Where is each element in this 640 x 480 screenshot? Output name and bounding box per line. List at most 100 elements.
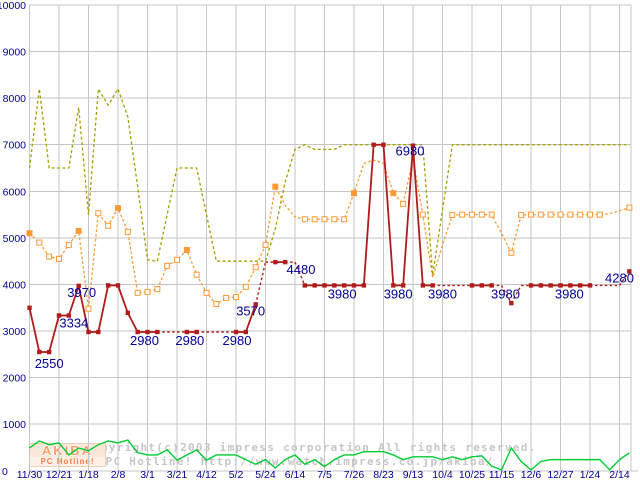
lowest-price-marker [56, 313, 62, 318]
lowest-price-marker [135, 329, 140, 335]
price-annotation: 6980 [396, 144, 425, 159]
price-annotation: 2550 [35, 356, 64, 371]
x-tick-label: 1/18 [78, 469, 99, 480]
average-price-marker [586, 211, 593, 218]
lowest-price-marker [86, 329, 91, 335]
average-price-marker [301, 216, 308, 223]
x-tick-label: 2/8 [111, 469, 126, 480]
price-annotation: 3980 [384, 286, 413, 301]
lowest-price-marker [233, 329, 239, 335]
y-axis-labels: 0 1000 2000 3000 4000 5000 6000 7000 8000 9000 100… [0, 0, 26, 478]
lowest-price-marker [155, 329, 160, 335]
average-price-marker [567, 211, 574, 218]
lowest-price-marker [76, 283, 81, 289]
price-annotation: 2980 [223, 333, 252, 348]
lowest-price-marker [66, 313, 72, 318]
average-price-marker [449, 212, 456, 219]
x-tick-label: 9/13 [403, 469, 424, 480]
average-price-marker [193, 271, 200, 278]
average-price-marker [154, 286, 161, 293]
average-price-marker [341, 216, 348, 223]
price-annotation: 3980 [328, 286, 357, 301]
average-price-marker [46, 253, 53, 260]
average-price-marker [537, 211, 544, 218]
y-tick-label: 1000 [3, 419, 27, 431]
average-price-marker [557, 211, 564, 218]
x-tick-label: 3/1 [140, 469, 155, 480]
average-price-marker [232, 294, 239, 301]
y-tick-label: 10000 [0, 0, 26, 12]
lowest-price-marker [125, 310, 131, 316]
average-price-marker [400, 200, 407, 207]
price-annotation: 2980 [130, 333, 159, 348]
average-price-marker [75, 227, 82, 234]
y-tick-label: 4000 [3, 279, 27, 291]
x-tick-label: 7/26 [344, 469, 365, 480]
average-price-marker [55, 255, 62, 262]
average-price-marker [547, 211, 554, 218]
x-tick-label: 2/14 [609, 469, 630, 480]
lowest-price-marker [558, 283, 563, 288]
x-tick-label: 1/24 [580, 469, 601, 480]
lowest-price-marker [37, 349, 42, 355]
lowest-price-marker [302, 283, 308, 288]
shop-count-series [29, 439, 630, 471]
highest-price-series [28, 86, 630, 276]
lowest-price-marker [538, 283, 544, 288]
y-tick-label: 0 [2, 466, 8, 478]
lowest-price-marker [115, 283, 121, 288]
price-annotation: 4480 [287, 262, 316, 277]
average-price-marker [164, 262, 171, 269]
average-price-marker [488, 211, 495, 218]
lowest-price-marker [105, 283, 111, 288]
lowest-price-marker [194, 329, 199, 335]
y-tick-label: 3000 [3, 326, 27, 338]
average-price-marker [350, 190, 357, 197]
x-tick-label: 12/6 [521, 469, 542, 480]
average-price-marker [596, 211, 603, 218]
lowest-price-marker [381, 142, 386, 147]
x-axis-labels: 11/30 12/21 1/18 2/8 3/1 3/21 4/12 5/2 5/24 6/14 7… [17, 469, 630, 480]
average-price-marker [134, 289, 141, 296]
average-price-marker [468, 211, 475, 218]
lowest-price-marker [322, 283, 327, 288]
average-price-marker [459, 211, 466, 218]
y-tick-label: 2000 [3, 373, 27, 385]
y-tick-label: 7000 [3, 140, 27, 152]
x-tick-label: 3/21 [167, 469, 188, 480]
price-annotation: 3980 [428, 286, 457, 301]
lowest-price-marker [312, 283, 317, 288]
average-price-marker [626, 204, 633, 211]
average-price-marker [478, 211, 485, 218]
average-price-marker [242, 283, 249, 290]
lowest-price-marker [351, 283, 357, 288]
price-annotation: 3570 [236, 304, 265, 319]
lowest-price-marker [282, 259, 288, 265]
lowest-price-marker [391, 283, 396, 288]
x-tick-label: 11/15 [489, 469, 515, 480]
x-tick-label: 10/25 [459, 469, 485, 480]
average-price-marker [311, 216, 318, 223]
price-annotation: 3970 [67, 285, 96, 300]
x-tick-label: 8/23 [373, 469, 394, 480]
x-tick-label: 12/21 [46, 469, 72, 480]
lowest-price-marker [332, 283, 337, 288]
average-price-marker [105, 222, 112, 229]
lowest-price-marker [253, 302, 258, 307]
x-tick-label: 12/27 [547, 469, 573, 480]
average-price-marker [272, 183, 279, 190]
average-price-marker [252, 264, 259, 271]
average-price-marker [419, 211, 426, 218]
lowest-price-marker [587, 283, 593, 288]
average-price-marker [203, 289, 210, 296]
average-price-marker [144, 288, 151, 295]
lowest-price-marker [577, 283, 583, 288]
lowest-price-marker [341, 283, 347, 288]
average-price-marker [173, 256, 180, 263]
average-price-marker [65, 241, 72, 248]
lowest-price-marker [361, 283, 367, 288]
akiba-logo-subtitle: PC Hotline! [30, 457, 105, 466]
lowest-price-marker [96, 329, 101, 335]
average-price-marker [124, 228, 131, 235]
